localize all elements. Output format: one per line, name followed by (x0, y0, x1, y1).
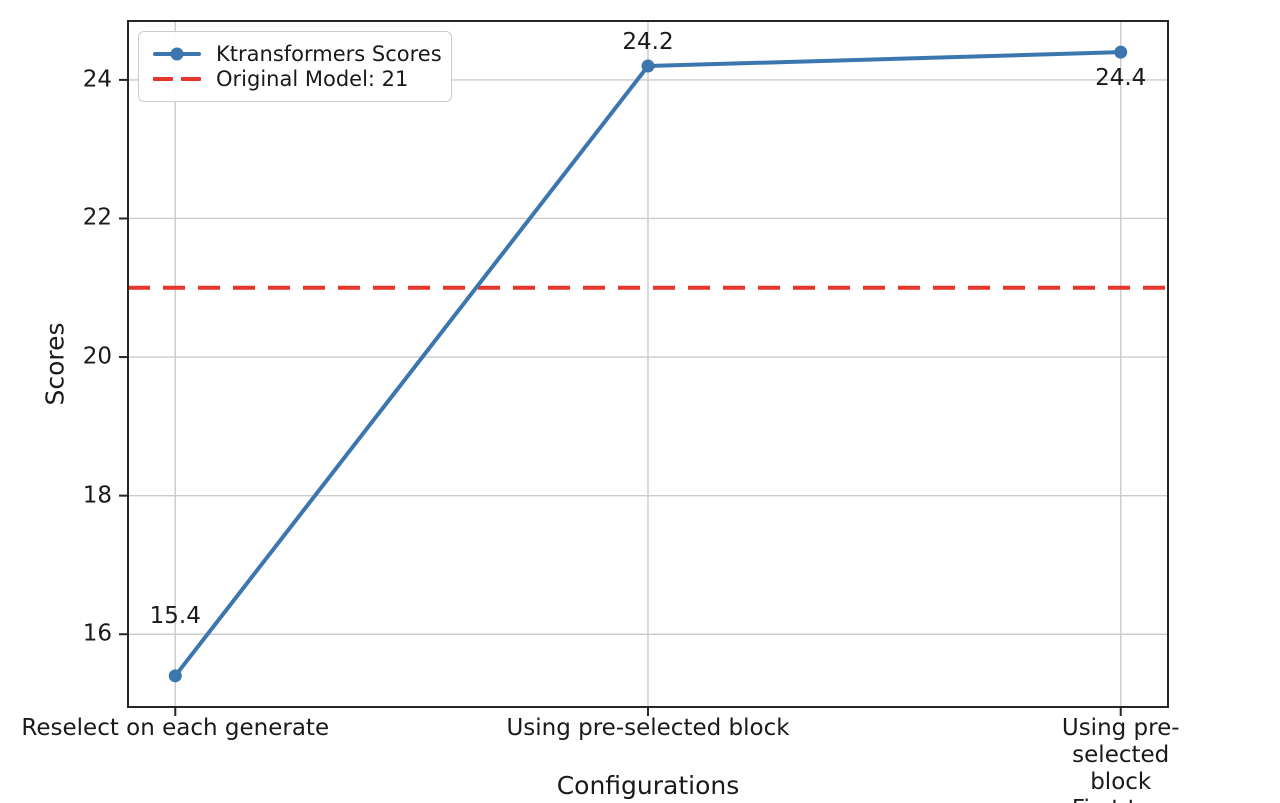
reference-dash-swatch-icon (153, 72, 201, 86)
y-tick-label: 18 (82, 482, 112, 509)
x-tick-label: Reselect on each generate (21, 715, 330, 741)
legend-series-label: Ktransformers Scores (216, 41, 442, 66)
y-tick-label: 20 (82, 343, 112, 370)
legend-reference-label: Original Model: 21 (216, 67, 409, 92)
series-line-swatch-icon (153, 47, 201, 61)
legend: Ktransformers Scores Original Model: 21 (138, 31, 452, 102)
point-annotation: 24.4 (1095, 65, 1147, 92)
point-annotation: 24.2 (622, 29, 674, 56)
x-axis-label: Configurations (556, 771, 740, 800)
y-tick-label: 24 (82, 66, 112, 93)
point-annotation: 15.4 (149, 602, 201, 629)
y-tick-label: 16 (82, 620, 112, 647)
y-tick-label: 22 (82, 204, 112, 231)
x-tick-label: Using pre-selected block First two layer… (1061, 715, 1180, 803)
x-tick-label: Using pre-selected block (506, 715, 790, 741)
y-axis-label: Scores (40, 322, 70, 406)
legend-row-reference: Original Model: 21 (153, 67, 437, 93)
legend-row-series: Ktransformers Scores (153, 41, 442, 67)
